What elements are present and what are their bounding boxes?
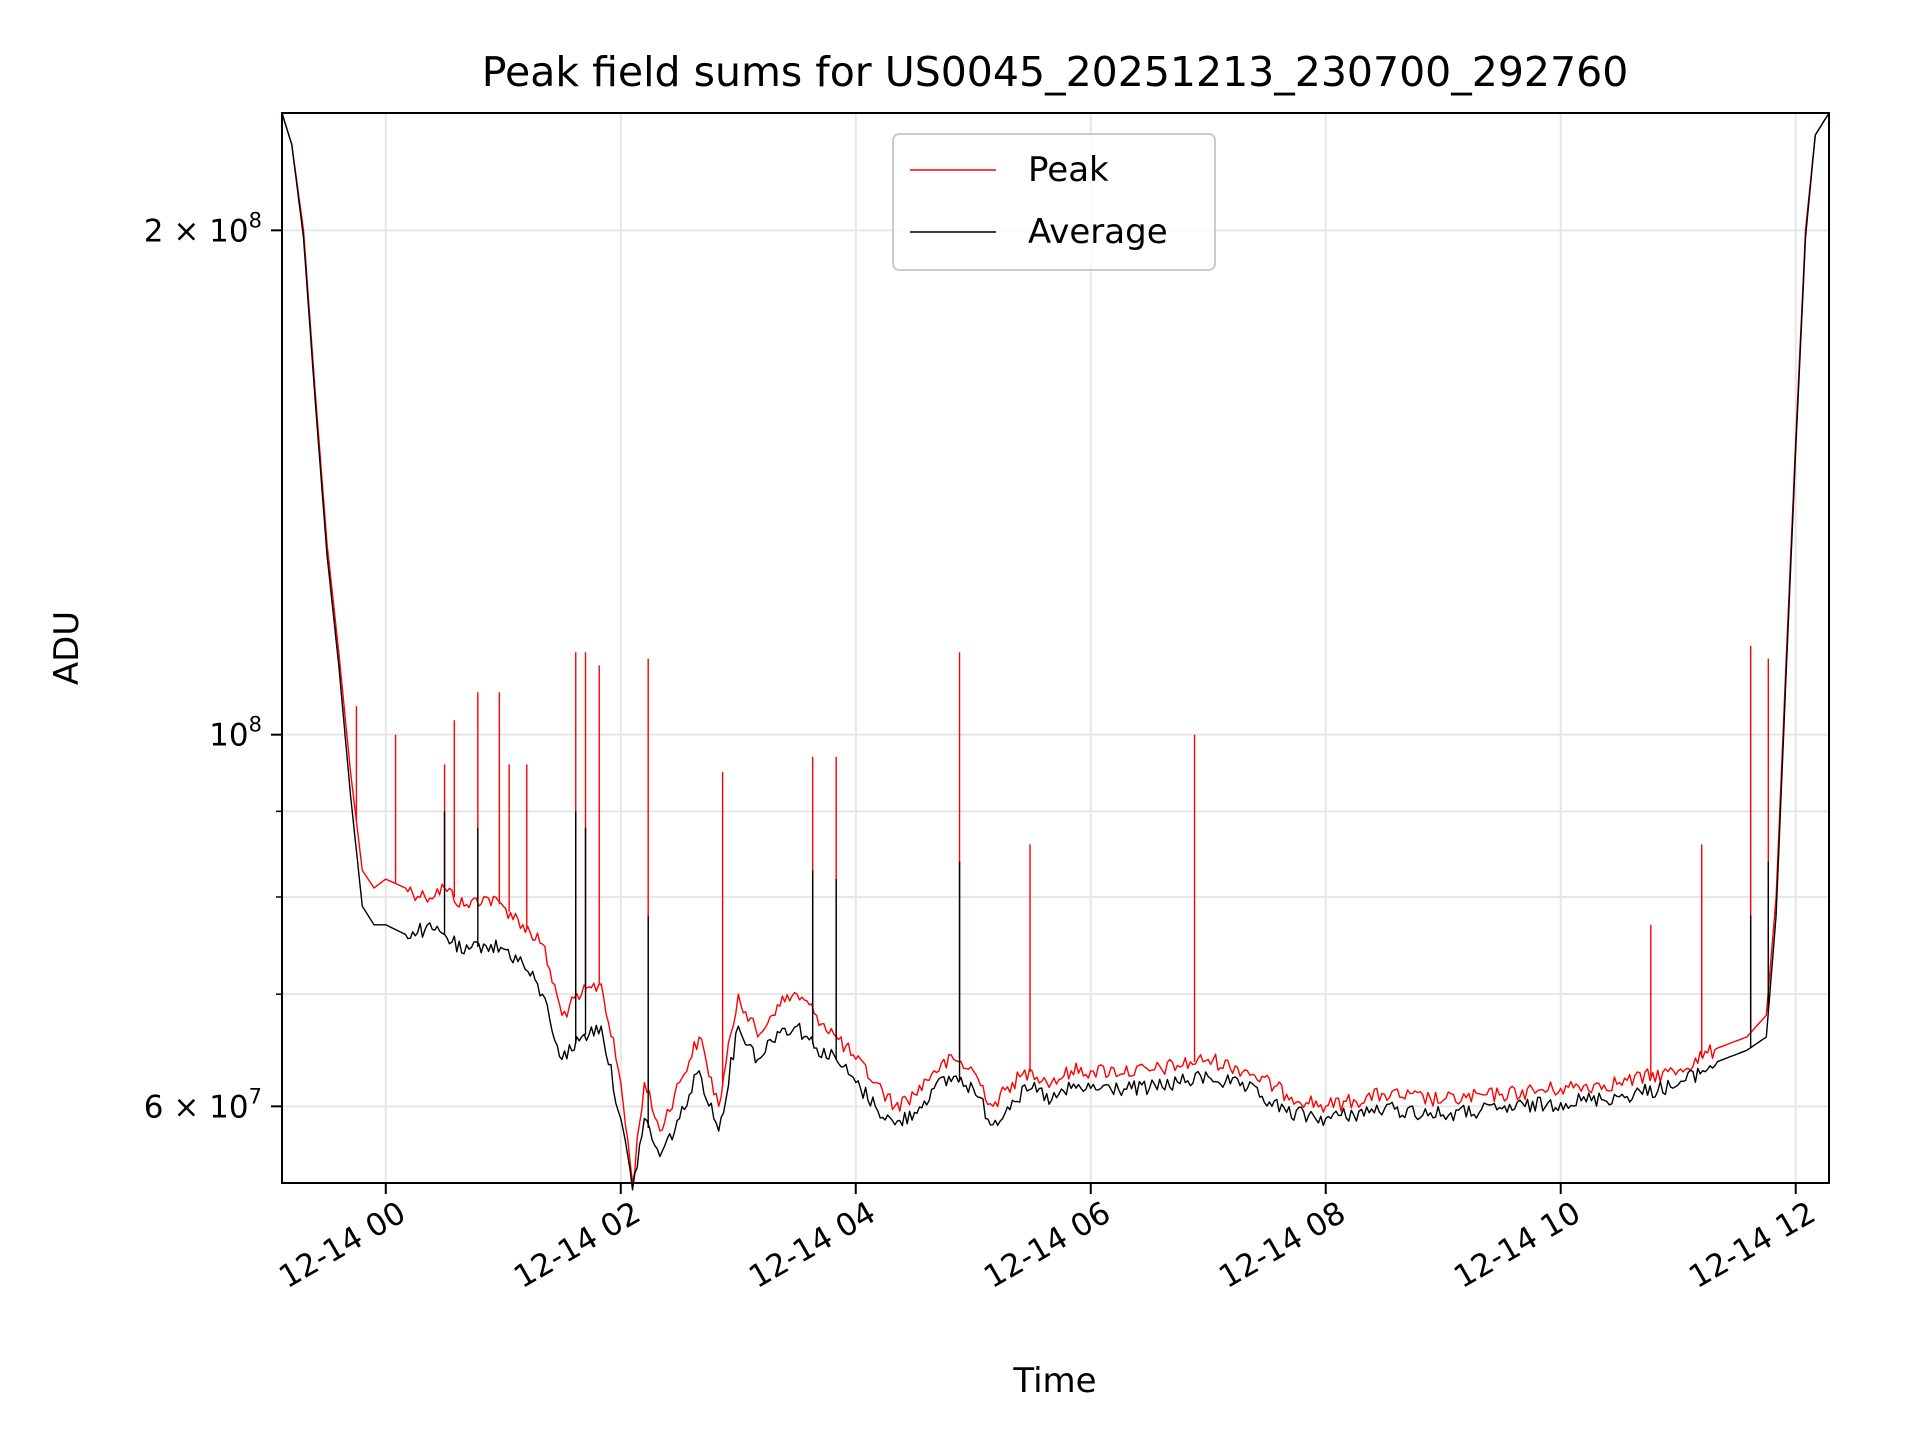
legend-box [892,133,1216,271]
chart-title: Peak field sums for US0045_20251213_2307… [482,48,1629,96]
legend-peak-label: Peak [1028,150,1109,190]
plot-frame [281,112,1830,1184]
legend: Peak Average [892,133,1216,271]
y-tick-label: 2 × 108 [144,208,262,249]
x-axis-label: Time [1012,1361,1096,1401]
y-axis-label: ADU [47,611,87,685]
y-tick-label: 108 [209,713,262,754]
grid [282,113,1829,1183]
series-layer [281,112,1830,1191]
y-tick-label: 6 × 107 [144,1084,262,1125]
series-line-peak [281,112,1830,1184]
series-line-average [281,112,1830,1191]
legend-average-label: Average [1028,212,1168,252]
